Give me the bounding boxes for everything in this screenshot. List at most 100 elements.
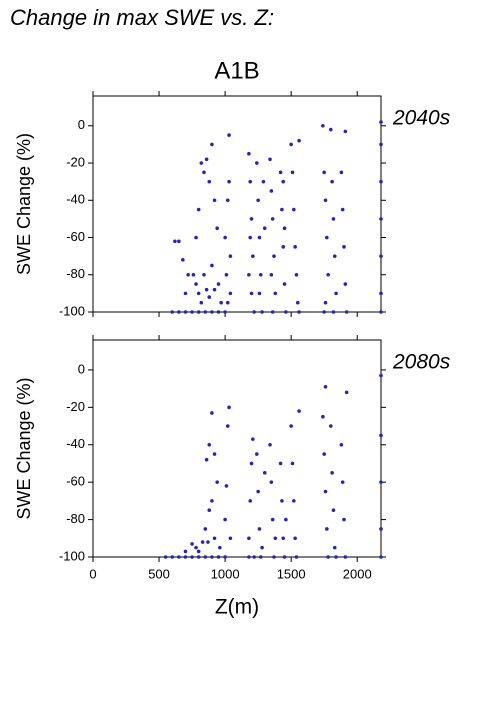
point	[284, 517, 288, 522]
point	[332, 254, 337, 258]
point	[262, 226, 267, 231]
point	[270, 217, 275, 221]
point	[196, 310, 201, 314]
point	[173, 239, 177, 244]
point	[196, 555, 201, 559]
point	[280, 207, 284, 212]
point	[183, 555, 188, 559]
point	[257, 527, 262, 531]
point	[262, 471, 267, 475]
point	[340, 207, 345, 212]
point	[212, 198, 217, 203]
point	[323, 489, 328, 494]
point	[290, 170, 295, 175]
point	[343, 555, 348, 559]
point	[379, 433, 383, 438]
point	[344, 390, 349, 395]
point	[292, 499, 296, 503]
point	[282, 282, 287, 286]
point	[227, 179, 231, 184]
point	[273, 291, 278, 296]
point	[212, 536, 217, 541]
point	[379, 217, 383, 221]
point	[249, 217, 254, 221]
point	[282, 226, 287, 231]
point	[321, 123, 325, 128]
point	[269, 189, 274, 193]
point	[183, 549, 188, 554]
scenario-title: A1B	[214, 57, 259, 84]
point	[247, 536, 251, 541]
point	[379, 373, 383, 378]
point	[331, 217, 336, 221]
point	[194, 545, 198, 550]
point	[177, 310, 181, 314]
point	[257, 291, 262, 296]
point	[289, 424, 293, 428]
y-tick-label: -60	[66, 474, 85, 489]
point	[342, 245, 346, 249]
point	[379, 179, 383, 184]
point	[228, 536, 233, 541]
x-tick-label: 1000	[211, 566, 240, 581]
point	[331, 310, 336, 314]
y-tick-label: -80	[66, 266, 85, 281]
point	[248, 235, 253, 240]
point	[332, 545, 337, 550]
point	[223, 235, 227, 240]
point	[272, 555, 276, 559]
point	[292, 207, 296, 212]
point	[210, 263, 214, 268]
point	[216, 310, 221, 314]
point	[248, 179, 253, 184]
period-label: 2040s	[392, 107, 451, 130]
y-tick-label: 0	[78, 117, 85, 132]
point	[204, 457, 209, 462]
y-tick-label: -60	[66, 229, 85, 244]
x-tick-label: 2000	[343, 566, 372, 581]
point	[228, 254, 233, 258]
point	[248, 499, 253, 503]
point	[379, 527, 383, 531]
point	[256, 489, 260, 494]
x-tick-label: 1500	[277, 566, 306, 581]
point	[321, 414, 325, 419]
point	[215, 480, 219, 484]
point	[339, 442, 344, 447]
y-tick-label: -100	[59, 303, 85, 318]
point	[223, 555, 227, 559]
point	[258, 555, 263, 559]
point	[325, 235, 329, 240]
point	[328, 424, 333, 428]
point	[344, 310, 349, 314]
point	[379, 291, 383, 296]
point	[177, 555, 181, 559]
point	[272, 254, 276, 258]
point	[227, 133, 231, 137]
point	[225, 424, 230, 428]
point	[322, 452, 326, 456]
point	[256, 198, 260, 203]
plot-frame	[92, 339, 382, 558]
point	[203, 527, 208, 531]
point	[297, 409, 301, 413]
point	[210, 411, 214, 415]
point	[247, 272, 251, 277]
point	[191, 272, 196, 277]
point	[202, 170, 206, 175]
point	[255, 161, 259, 165]
point	[247, 555, 251, 559]
point	[216, 282, 221, 286]
point	[212, 287, 217, 292]
point	[294, 555, 299, 559]
point	[323, 198, 328, 203]
figure-title: Change in max SWE vs. Z:	[10, 5, 274, 30]
point	[281, 245, 286, 249]
x-axis-label: Z(m)	[215, 596, 259, 619]
plot-frame	[92, 95, 382, 313]
point	[322, 310, 326, 314]
point	[183, 291, 188, 296]
point	[249, 461, 254, 466]
point	[249, 291, 254, 296]
